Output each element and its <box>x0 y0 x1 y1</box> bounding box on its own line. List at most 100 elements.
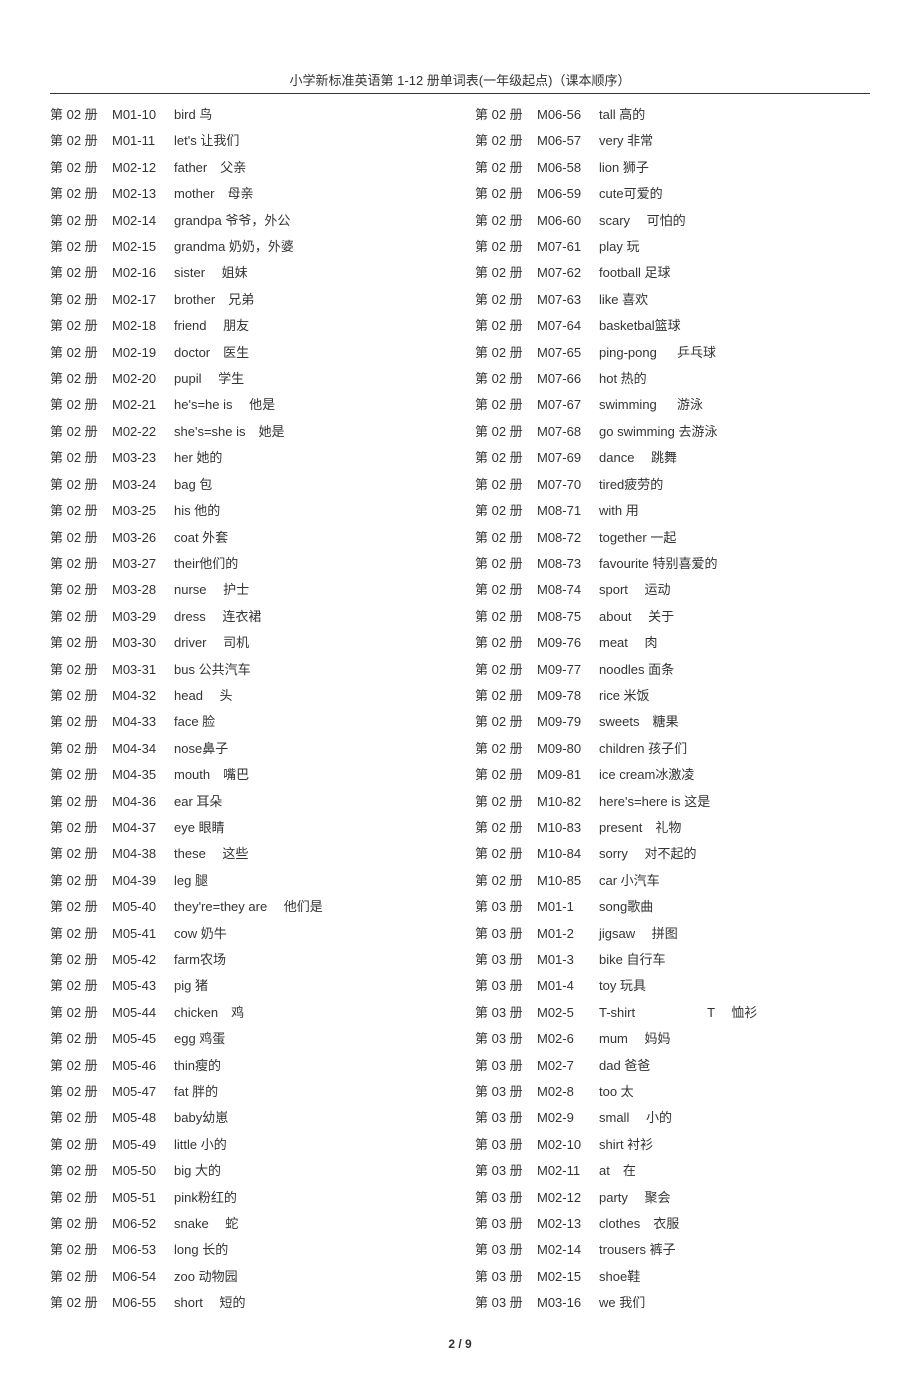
page-number: 2 / 9 <box>50 1337 870 1351</box>
module-label: M03-28 <box>112 577 174 603</box>
left-column: 第 02 册M01-10bird 鸟第 02 册M01-11let's 让我们第… <box>50 102 445 1317</box>
word-label: shirt 衬衫 <box>599 1132 870 1158</box>
vocabulary-row: 第 02 册M02-13mother 母亲 <box>50 181 445 207</box>
vocabulary-row: 第 02 册M05-43pig 猪 <box>50 973 445 999</box>
word-label: mouth 嘴巴 <box>174 762 445 788</box>
module-label: M02-16 <box>112 260 174 286</box>
vocabulary-row: 第 02 册M10-82here's=here is 这是 <box>475 789 870 815</box>
word-label: nose鼻子 <box>174 736 445 762</box>
module-label: M02-15 <box>537 1264 599 1290</box>
module-label: M03-23 <box>112 445 174 471</box>
word-label: head 头 <box>174 683 445 709</box>
module-label: M05-49 <box>112 1132 174 1158</box>
word-label: tired疲劳的 <box>599 472 870 498</box>
vocabulary-row: 第 02 册M06-56tall 高的 <box>475 102 870 128</box>
book-label: 第 02 册 <box>475 498 537 524</box>
vocabulary-row: 第 03 册M02-11at 在 <box>475 1158 870 1184</box>
book-label: 第 02 册 <box>50 868 112 894</box>
module-label: M04-35 <box>112 762 174 788</box>
vocabulary-row: 第 03 册M02-12party 聚会 <box>475 1185 870 1211</box>
vocabulary-row: 第 02 册M05-40they're=they are 他们是 <box>50 894 445 920</box>
vocabulary-row: 第 02 册M10-84sorry 对不起的 <box>475 841 870 867</box>
module-label: M02-15 <box>112 234 174 260</box>
book-label: 第 02 册 <box>50 736 112 762</box>
vocabulary-row: 第 02 册M02-18friend 朋友 <box>50 313 445 339</box>
module-label: M04-36 <box>112 789 174 815</box>
word-label: noodles 面条 <box>599 657 870 683</box>
vocabulary-row: 第 02 册M05-51pink粉红的 <box>50 1185 445 1211</box>
vocabulary-row: 第 02 册M07-61play 玩 <box>475 234 870 260</box>
word-label: at 在 <box>599 1158 870 1184</box>
word-label: scary 可怕的 <box>599 208 870 234</box>
vocabulary-row: 第 02 册M03-31bus 公共汽车 <box>50 657 445 683</box>
vocabulary-row: 第 03 册M01-3bike 自行车 <box>475 947 870 973</box>
book-label: 第 02 册 <box>50 419 112 445</box>
word-label: they're=they are 他们是 <box>174 894 445 920</box>
word-label: ear 耳朵 <box>174 789 445 815</box>
vocabulary-row: 第 02 册M07-68go swimming 去游泳 <box>475 419 870 445</box>
book-label: 第 03 册 <box>475 1290 537 1316</box>
module-label: M06-60 <box>537 208 599 234</box>
book-label: 第 02 册 <box>50 1132 112 1158</box>
module-label: M02-9 <box>537 1105 599 1131</box>
word-label: chicken 鸡 <box>174 1000 445 1026</box>
vocabulary-row: 第 02 册M10-85car 小汽车 <box>475 868 870 894</box>
vocabulary-row: 第 03 册M02-10shirt 衬衫 <box>475 1132 870 1158</box>
word-label: doctor 医生 <box>174 340 445 366</box>
module-label: M08-73 <box>537 551 599 577</box>
module-label: M07-63 <box>537 287 599 313</box>
vocabulary-row: 第 02 册M03-28nurse 护士 <box>50 577 445 603</box>
word-label: T-shirt T 恤衫 <box>599 1000 870 1026</box>
module-label: M03-16 <box>537 1290 599 1316</box>
module-label: M03-30 <box>112 630 174 656</box>
module-label: M10-83 <box>537 815 599 841</box>
vocabulary-row: 第 03 册M02-14trousers 裤子 <box>475 1237 870 1263</box>
vocabulary-row: 第 02 册M08-75about 关于 <box>475 604 870 630</box>
book-label: 第 03 册 <box>475 1053 537 1079</box>
word-label: fat 胖的 <box>174 1079 445 1105</box>
word-label: car 小汽车 <box>599 868 870 894</box>
word-label: nurse 护士 <box>174 577 445 603</box>
vocabulary-row: 第 02 册M05-46thin瘦的 <box>50 1053 445 1079</box>
word-label: father 父亲 <box>174 155 445 181</box>
module-label: M03-25 <box>112 498 174 524</box>
book-label: 第 02 册 <box>50 1290 112 1316</box>
book-label: 第 02 册 <box>50 604 112 630</box>
module-label: M10-82 <box>537 789 599 815</box>
module-label: M01-11 <box>112 128 174 154</box>
book-label: 第 02 册 <box>50 1105 112 1131</box>
module-label: M06-57 <box>537 128 599 154</box>
module-label: M03-26 <box>112 525 174 551</box>
module-label: M05-47 <box>112 1079 174 1105</box>
word-label: face 脸 <box>174 709 445 735</box>
book-label: 第 03 册 <box>475 1158 537 1184</box>
module-label: M04-32 <box>112 683 174 709</box>
module-label: M06-52 <box>112 1211 174 1237</box>
book-label: 第 02 册 <box>50 208 112 234</box>
book-label: 第 02 册 <box>50 630 112 656</box>
vocabulary-row: 第 02 册M03-24bag 包 <box>50 472 445 498</box>
vocabulary-row: 第 02 册M07-67swimming 游泳 <box>475 392 870 418</box>
book-label: 第 03 册 <box>475 1264 537 1290</box>
module-label: M06-53 <box>112 1237 174 1263</box>
module-label: M07-68 <box>537 419 599 445</box>
book-label: 第 02 册 <box>50 657 112 683</box>
book-label: 第 02 册 <box>50 947 112 973</box>
vocabulary-row: 第 02 册M02-19doctor 医生 <box>50 340 445 366</box>
vocabulary-row: 第 02 册M05-45egg 鸡蛋 <box>50 1026 445 1052</box>
vocabulary-row: 第 02 册M06-54zoo 动物园 <box>50 1264 445 1290</box>
vocabulary-row: 第 02 册M05-41cow 奶牛 <box>50 921 445 947</box>
book-label: 第 02 册 <box>475 208 537 234</box>
word-label: basketbal篮球 <box>599 313 870 339</box>
word-label: leg 腿 <box>174 868 445 894</box>
module-label: M04-39 <box>112 868 174 894</box>
vocabulary-row: 第 02 册M10-83present 礼物 <box>475 815 870 841</box>
vocabulary-row: 第 02 册M08-74sport 运动 <box>475 577 870 603</box>
book-label: 第 03 册 <box>475 921 537 947</box>
vocabulary-row: 第 03 册M02-7dad 爸爸 <box>475 1053 870 1079</box>
module-label: M04-33 <box>112 709 174 735</box>
book-label: 第 02 册 <box>475 762 537 788</box>
vocabulary-row: 第 03 册M01-2jigsaw 拼图 <box>475 921 870 947</box>
vocabulary-row: 第 02 册M04-37eye 眼睛 <box>50 815 445 841</box>
vocabulary-row: 第 02 册M02-20pupil 学生 <box>50 366 445 392</box>
